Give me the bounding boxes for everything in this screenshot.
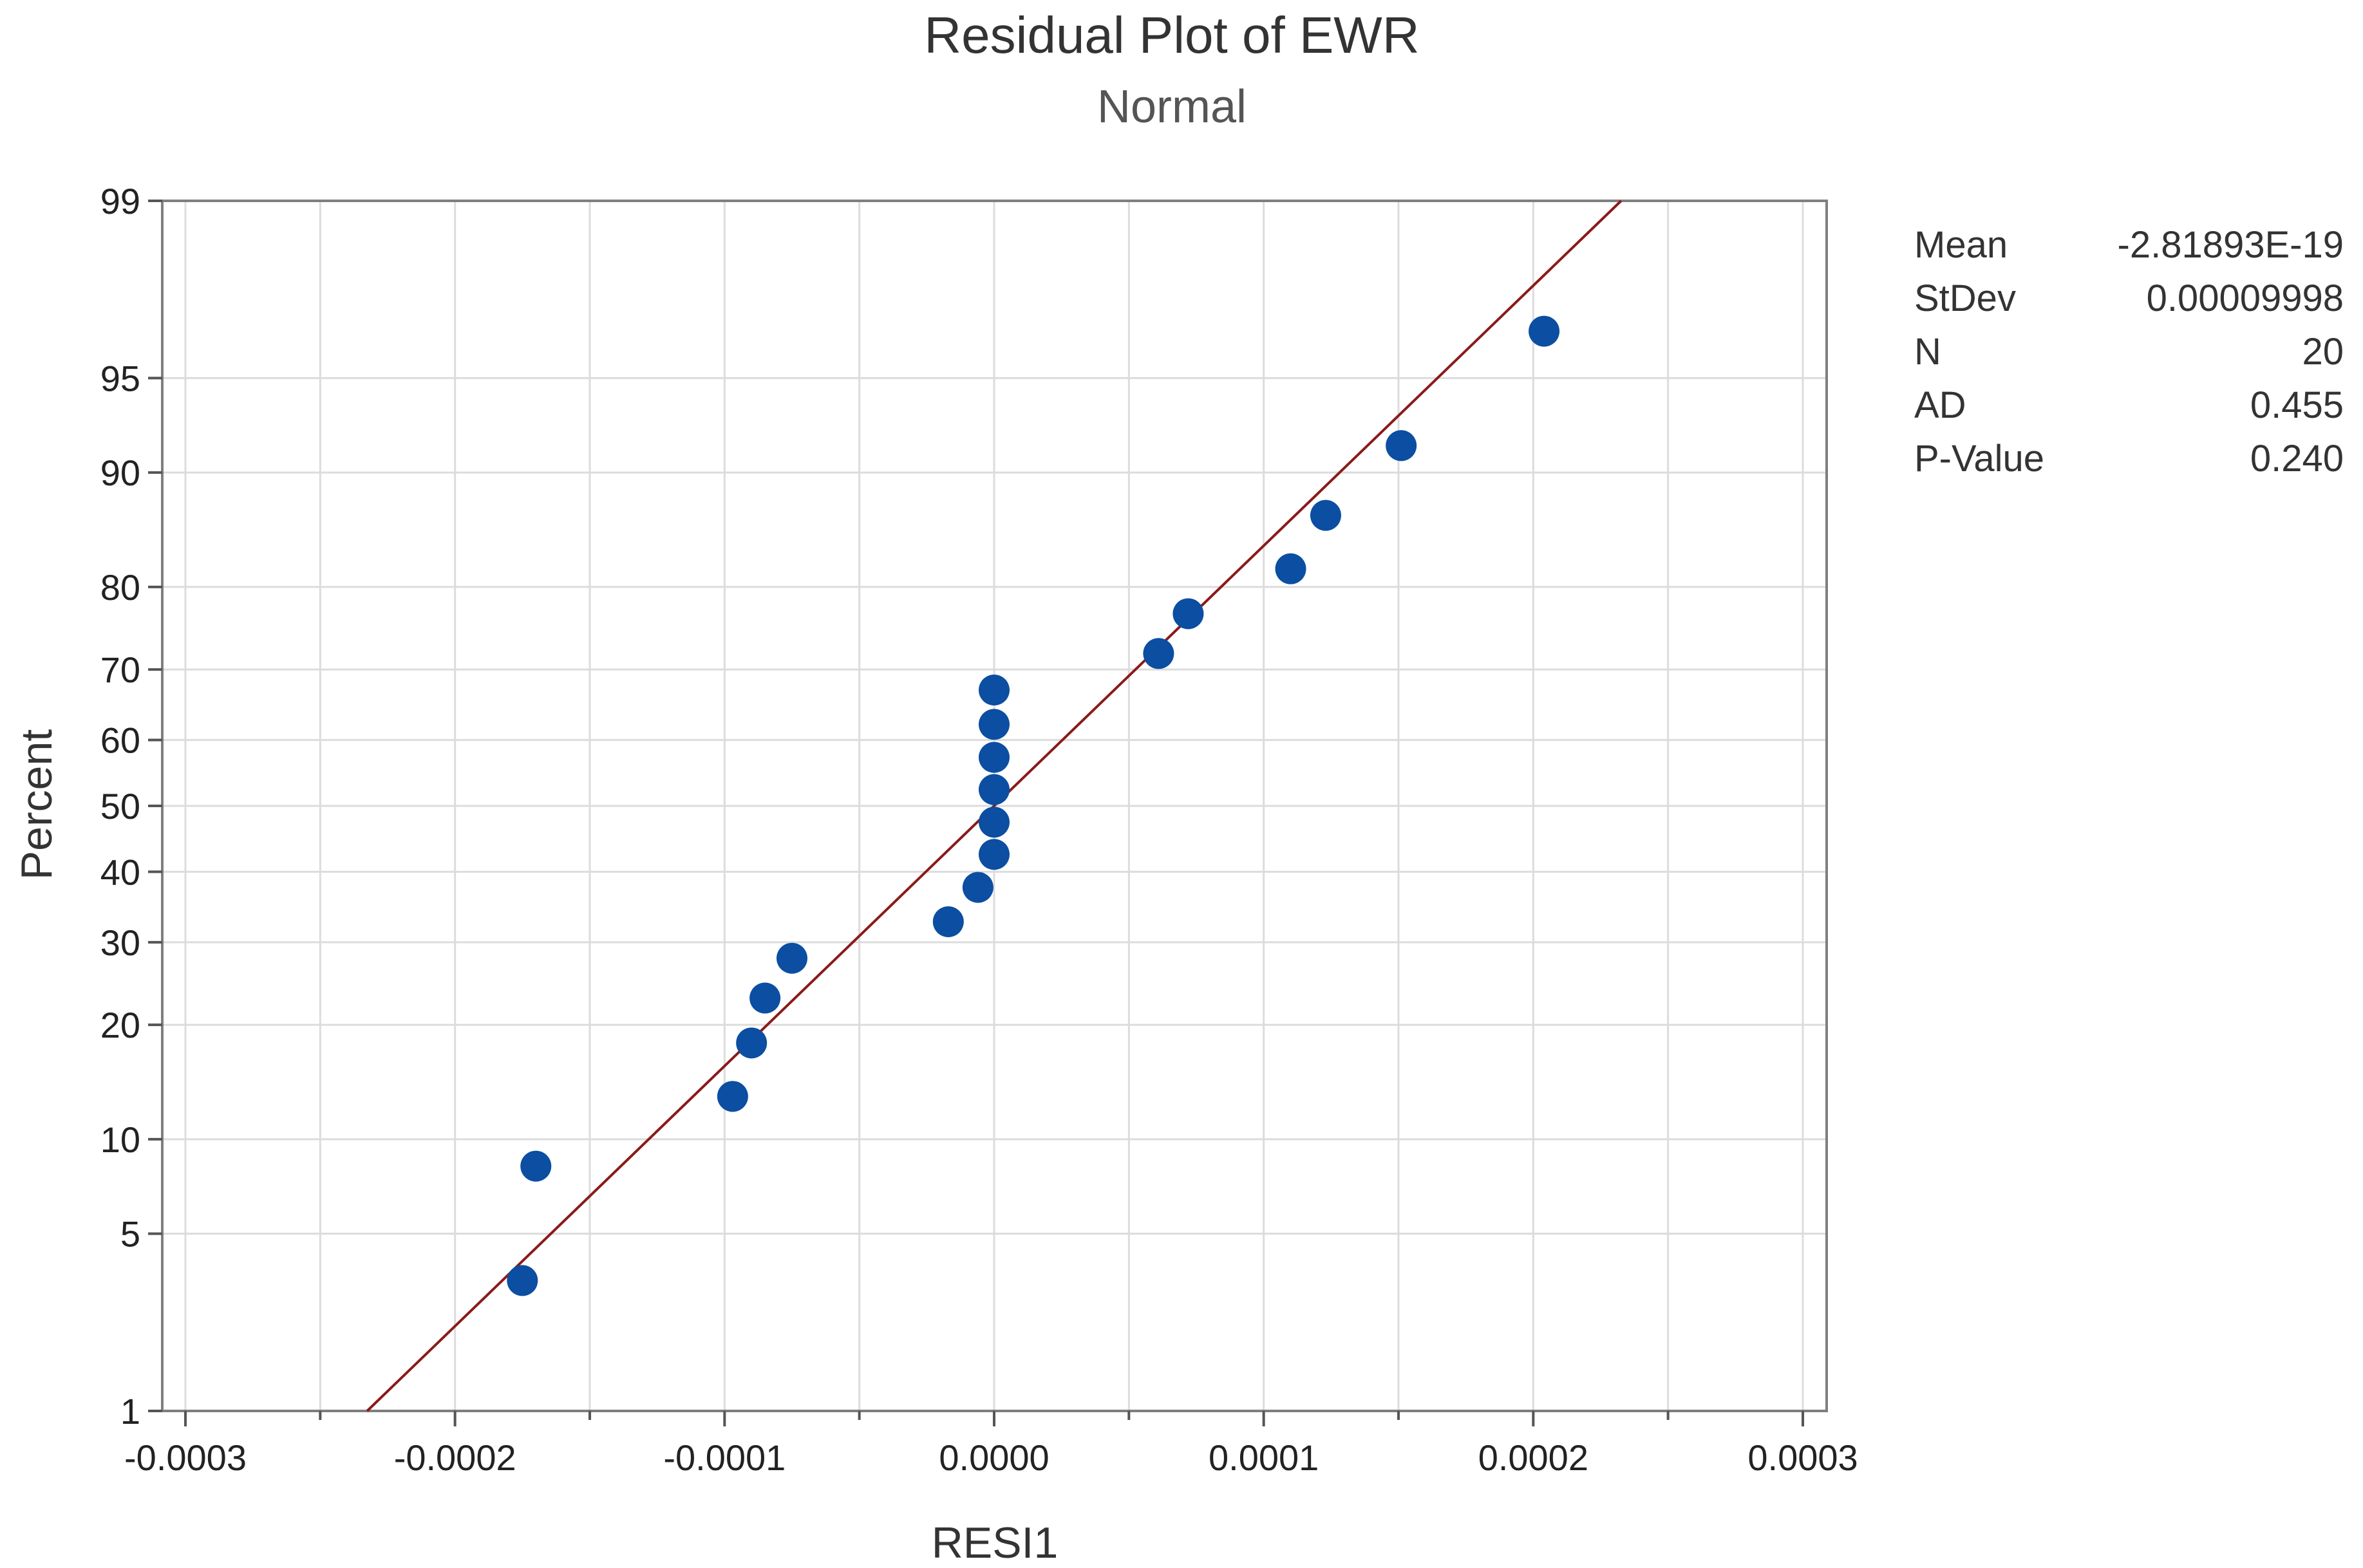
x-tick-label: -0.0001	[663, 1437, 786, 1478]
data-point	[717, 1081, 748, 1112]
stats-label: Mean	[1914, 224, 2008, 266]
data-point	[979, 742, 1010, 773]
y-tick-label: 70	[100, 649, 140, 690]
data-point	[1143, 638, 1174, 669]
x-axis: -0.0003 -0.0002 -0.0001 0.0000 0.0001 0.0002 0…	[124, 1411, 1858, 1478]
x-tick-label: -0.0003	[124, 1437, 247, 1478]
data-point	[962, 872, 993, 903]
x-tick-label: 0.0000	[939, 1437, 1049, 1478]
data-point	[749, 982, 781, 1014]
data-point	[1386, 430, 1417, 462]
stats-value: 20	[2302, 331, 2344, 373]
data-point	[1310, 499, 1341, 531]
chart-title: Residual Plot of EWR	[924, 6, 1419, 64]
y-tick-label: 5	[120, 1214, 140, 1255]
data-point	[932, 906, 964, 937]
x-axis-label: RESI1	[932, 1518, 1059, 1567]
data-point	[979, 774, 1010, 805]
y-tick-label: 10	[100, 1119, 140, 1160]
data-point	[979, 709, 1010, 740]
data-point	[777, 942, 807, 974]
data-point	[1275, 553, 1306, 584]
data-point	[1172, 598, 1204, 630]
stats-label: N	[1914, 331, 1941, 373]
y-tick-label: 95	[100, 358, 140, 398]
y-tick-label: 50	[100, 786, 140, 826]
x-tick-label: 0.0001	[1209, 1437, 1319, 1478]
data-point	[979, 675, 1010, 706]
stats-label: AD	[1914, 384, 1966, 426]
data-points	[507, 315, 1560, 1296]
y-tick-label: 30	[100, 922, 140, 963]
data-point	[979, 807, 1010, 838]
y-tick-label: 60	[100, 720, 140, 761]
stats-label: P-Value	[1914, 438, 2044, 480]
chart-subtitle: Normal	[1097, 81, 1247, 133]
y-tick-label: 80	[100, 567, 140, 608]
fit-line	[366, 200, 1623, 1412]
stats-value: -2.81893E-19	[2118, 224, 2344, 266]
stats-value: 0.455	[2250, 384, 2344, 426]
y-tick-label: 99	[100, 181, 140, 221]
x-tick-label: -0.0002	[394, 1437, 516, 1478]
data-point	[979, 839, 1010, 870]
y-tick-label: 40	[100, 852, 140, 892]
stats-value: 0.240	[2250, 438, 2344, 480]
y-axis-label: Percent	[12, 729, 61, 880]
stats-label: StDev	[1914, 277, 2016, 319]
y-tick-label: 20	[100, 1005, 140, 1045]
x-tick-label: 0.0002	[1478, 1437, 1588, 1478]
data-point	[507, 1265, 538, 1296]
x-tick-label: 0.0003	[1747, 1437, 1858, 1478]
y-tick-label: 1	[120, 1391, 140, 1432]
data-point	[520, 1150, 552, 1182]
data-point	[736, 1027, 767, 1059]
y-axis: 1 5 10 20 30 40 50 60 70 80 90 95 99	[100, 181, 162, 1432]
stats-table: Mean -2.81893E-19 StDev 0.00009998 N 20 AD 0.45…	[1914, 224, 2344, 480]
data-point	[1529, 315, 1560, 347]
stats-value: 0.00009998	[2147, 277, 2344, 319]
y-tick-label: 90	[100, 453, 140, 493]
fit-line-group	[366, 200, 1623, 1412]
